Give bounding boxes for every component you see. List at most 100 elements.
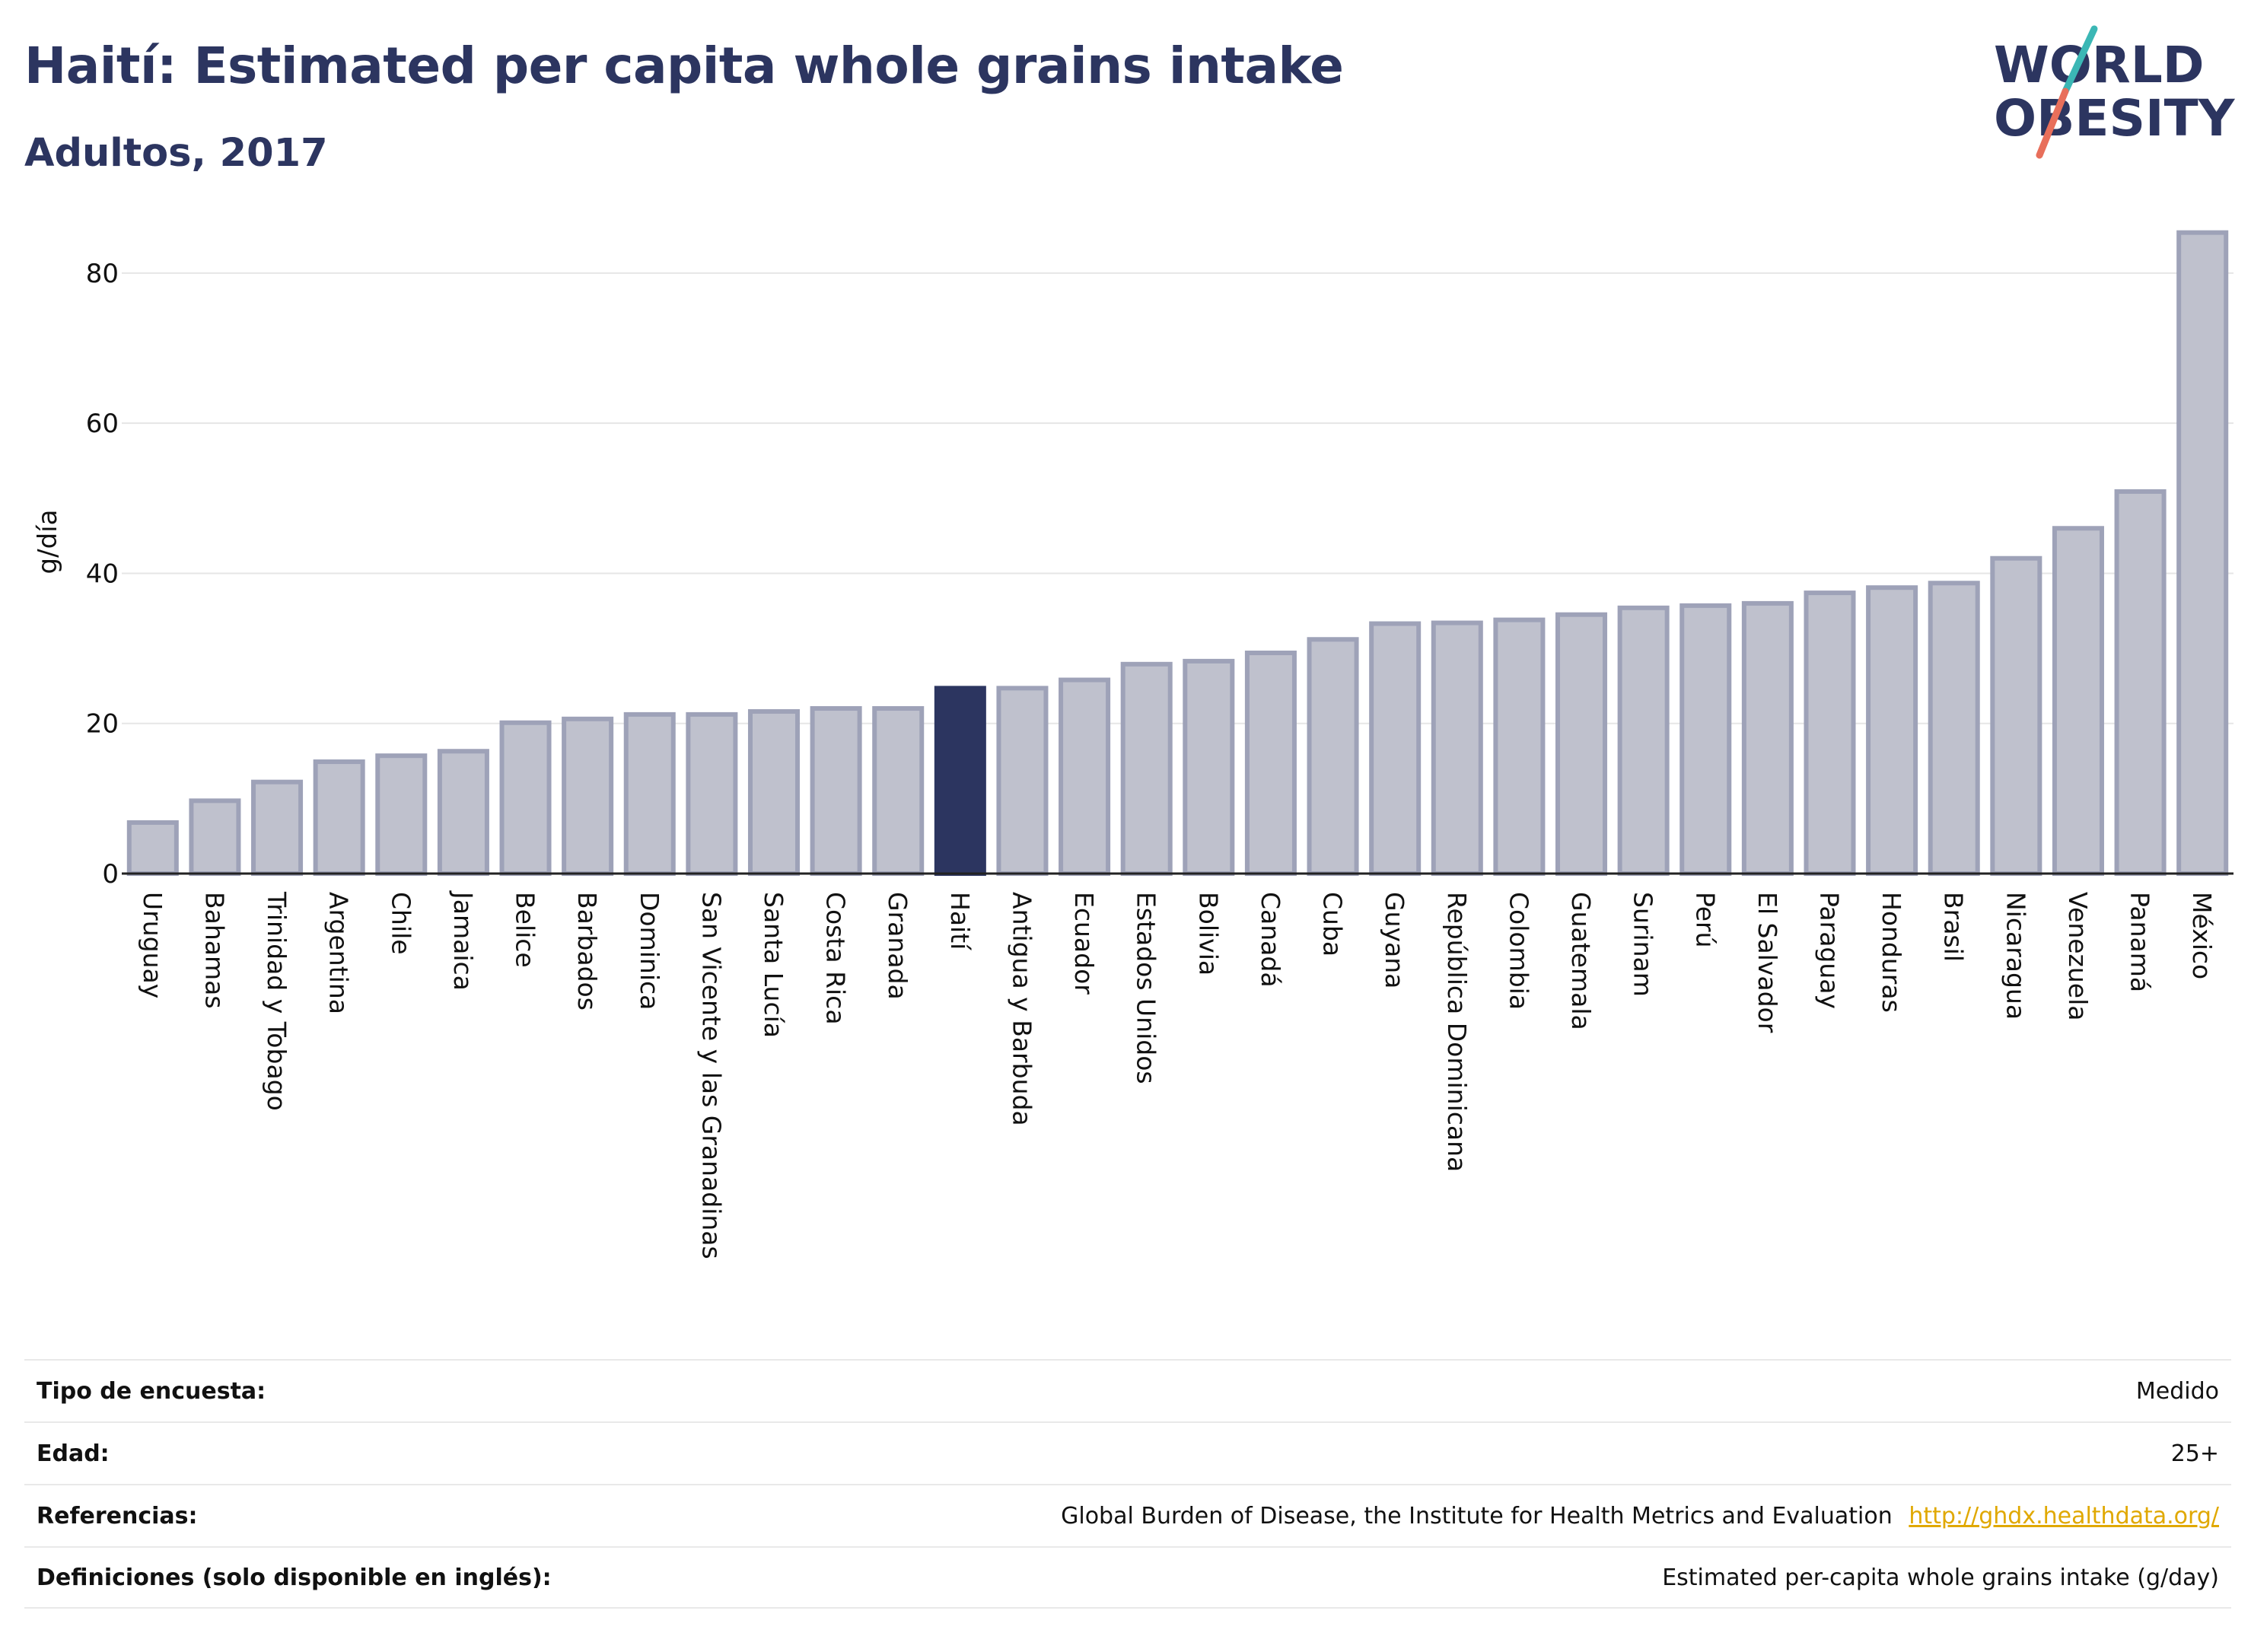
x-tick-label: Jamaica	[448, 890, 478, 991]
bar-chile	[375, 753, 428, 877]
bar-chart: 0 20 40 60 80 g/día Uruguay Bahamas Trinidad y…	[33, 230, 2233, 1259]
x-tick-label: Ecuador	[1069, 892, 1099, 995]
logo-line1: WORLD	[1994, 36, 2205, 94]
y-tick-label: 60	[86, 409, 119, 439]
x-tick-label: Antigua y Barbuda	[1007, 892, 1036, 1126]
x-tick-label: Barbados	[572, 892, 602, 1011]
x-axis-labels: Uruguay Bahamas Trinidad y Tobago Argentina…	[138, 890, 2217, 1259]
y-axis-ticks: 0 20 40 60 80	[86, 259, 119, 890]
x-tick-label: El Salvador	[1753, 892, 1782, 1033]
x-tick-label: Brasil	[1939, 892, 1969, 962]
bar-estados-unidos	[1120, 661, 1173, 877]
x-tick-label: Venezuela	[2063, 892, 2093, 1020]
x-tick-label: Uruguay	[138, 892, 167, 998]
x-tick-label: Chile	[386, 892, 415, 955]
y-tick-label: 0	[102, 859, 119, 890]
x-tick-label: Panamá	[2125, 892, 2155, 992]
bar-el-salvador	[1741, 600, 1794, 877]
bar-santa-lucía	[747, 708, 800, 876]
bar-argentina	[313, 759, 365, 876]
meta-row-definitions: Definiciones (solo disponible en inglés)…	[24, 1546, 2231, 1609]
logo-teal-stroke	[2062, 25, 2098, 95]
world-obesity-logo: WORLD OBESITY	[1994, 25, 2236, 159]
x-tick-label: República Dominicana	[1442, 892, 1472, 1172]
x-tick-label: Canadá	[1256, 892, 1285, 988]
x-tick-label: Colombia	[1504, 892, 1533, 1010]
x-tick-label: Guyana	[1380, 892, 1409, 988]
bar-panamá	[2114, 489, 2167, 876]
x-tick-label: Trinidad y Tobago	[262, 891, 291, 1111]
meta-row-survey-type: Tipo de encuesta: Medido	[24, 1359, 2231, 1421]
bar-bahamas	[189, 798, 241, 877]
chart-subtitle: Adultos, 2017	[24, 131, 328, 176]
reference-link[interactable]: http://ghdx.healthdata.org/	[1909, 1502, 2219, 1529]
bar-canadá	[1244, 651, 1297, 876]
bar-ecuador	[1059, 677, 1111, 876]
bar-república-dominicana	[1431, 620, 1483, 877]
x-tick-label: Bolivia	[1193, 892, 1223, 976]
x-tick-label: Belice	[511, 892, 540, 968]
x-tick-label: Honduras	[1877, 892, 1906, 1013]
bar-belice	[499, 720, 552, 876]
meta-value: Global Burden of Disease, the Institute …	[1061, 1502, 1893, 1529]
bar-colombia	[1493, 617, 1546, 876]
x-tick-label: Perú	[1690, 892, 1720, 948]
bar-guyana	[1369, 621, 1422, 876]
meta-value: Estimated per-capita whole grains intake…	[1662, 1564, 2219, 1591]
bar-paraguay	[1804, 590, 1856, 876]
bar-perú	[1679, 603, 1732, 876]
x-tick-label: Granada	[883, 892, 912, 1000]
bar-san-vicente-y-las-granadinas	[686, 711, 738, 877]
y-axis-label: g/día	[33, 510, 63, 575]
x-tick-label: Estados Unidos	[1132, 892, 1161, 1084]
bar-jamaica	[437, 749, 489, 876]
x-tick-label: Costa Rica	[821, 892, 851, 1025]
x-tick-label: Cuba	[1318, 892, 1348, 957]
bar-dominica	[623, 711, 676, 877]
bars	[126, 230, 2229, 877]
x-tick-label: Paraguay	[1814, 892, 1844, 1009]
x-tick-label: México	[2187, 892, 2217, 979]
x-tick-label: Nicaragua	[2001, 892, 2030, 1020]
x-tick-label: Santa Lucía	[759, 892, 788, 1038]
meta-value: 25+	[2170, 1440, 2219, 1467]
y-tick-label: 20	[86, 709, 119, 740]
x-tick-label: San Vicente y las Granadinas	[696, 892, 726, 1259]
meta-row-references: Referencias: Global Burden of Disease, t…	[24, 1484, 2231, 1546]
bar-venezuela	[2052, 526, 2104, 876]
meta-row-age: Edad: 25+	[24, 1421, 2231, 1484]
x-tick-label: Argentina	[324, 892, 354, 1014]
bar-surinam	[1617, 605, 1670, 876]
y-tick-label: 40	[86, 559, 119, 589]
meta-key: Edad:	[37, 1440, 110, 1467]
x-tick-label: Bahamas	[199, 892, 229, 1009]
x-tick-label: Dominica	[635, 892, 664, 1010]
bar-granada	[872, 706, 925, 876]
logo-coral-stroke	[2036, 88, 2069, 159]
meta-key: Referencias:	[37, 1502, 198, 1529]
bar-costa-rica	[810, 706, 862, 876]
meta-value-group: Global Burden of Disease, the Institute …	[1061, 1503, 2219, 1529]
meta-key: Tipo de encuesta:	[37, 1377, 266, 1405]
bar-nicaragua	[1990, 555, 2042, 877]
bar-cuba	[1307, 637, 1359, 876]
x-tick-label: Haití	[945, 892, 975, 951]
bar-haití	[934, 686, 986, 876]
bar-antigua-y-barbuda	[996, 686, 1049, 876]
bar-méxico	[2176, 230, 2229, 876]
bar-guatemala	[1555, 612, 1608, 876]
meta-key: Definiciones (solo disponible en inglés)…	[37, 1564, 552, 1591]
meta-value: Medido	[2135, 1377, 2219, 1405]
bar-barbados	[562, 716, 614, 876]
metadata-table: Tipo de encuesta: Medido Edad: 25+ Refer…	[24, 1359, 2231, 1609]
bar-honduras	[1866, 585, 1918, 876]
x-tick-label: Surinam	[1629, 892, 1658, 997]
x-tick-label: Guatemala	[1566, 892, 1596, 1030]
bar-trinidad-y-tobago	[251, 779, 304, 877]
bar-uruguay	[126, 820, 179, 876]
bar-bolivia	[1183, 658, 1235, 876]
chart-title: Haití: Estimated per capita whole grains…	[24, 37, 1344, 95]
bar-brasil	[1928, 581, 1980, 876]
y-tick-label: 80	[86, 259, 119, 289]
logo-line2: OBESITY	[1994, 89, 2236, 148]
